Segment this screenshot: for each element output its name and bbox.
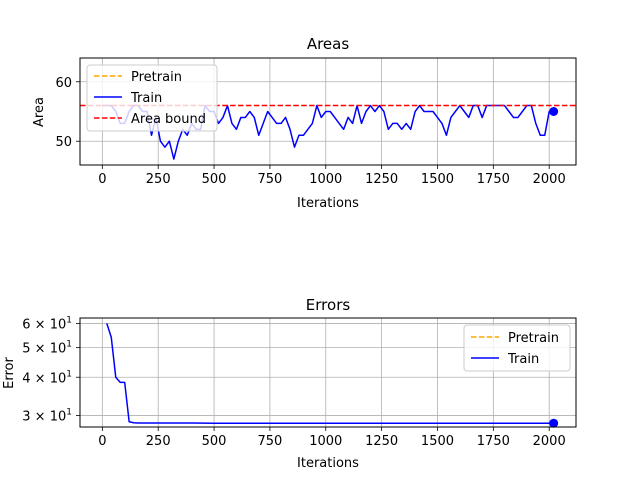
areas-x-tick-label: 1000: [309, 172, 342, 187]
errors-y-tick-label: 6 × 101: [22, 315, 72, 332]
errors-grid: [80, 318, 576, 427]
errors-x-tick-label: 500: [202, 434, 227, 449]
errors-ticks: 0 250 500 750 1000 1250 1500 1750 2000 3 × 101 4 ×…: [22, 315, 565, 449]
areas-title: Areas: [307, 35, 350, 53]
areas-x-tick-label: 500: [202, 172, 227, 187]
errors-legend: Pretrain Train: [463, 324, 571, 372]
errors-y-tick-label: 4 × 101: [22, 369, 72, 386]
areas-legend: Pretrain Train Area bound: [86, 64, 218, 132]
areas-end-marker: [549, 107, 559, 116]
errors-x-tick-label: 250: [146, 434, 171, 449]
areas-legend-bound-label: Area bound: [131, 112, 206, 127]
errors-y-tick-label: 3 × 101: [22, 407, 72, 424]
areas-train-line: [102, 104, 554, 160]
areas-x-tick-label: 1750: [477, 172, 510, 187]
areas-x-tick-label: 0: [98, 172, 106, 187]
errors-end-marker: [549, 418, 559, 428]
areas-x-tick-label: 2000: [533, 172, 566, 187]
errors-title: Errors: [306, 296, 351, 314]
errors-x-tick-label: 1750: [477, 434, 510, 449]
areas-legend-pretrain-label: Pretrain: [131, 70, 182, 85]
areas-chart: 0 250 500 750 1000 1250 1500 1750 2000 50 60 Areas…: [32, 35, 577, 211]
errors-legend-pretrain-label: Pretrain: [508, 331, 559, 346]
areas-plot-frame: [79, 57, 577, 166]
areas-x-axis-label: Iterations: [297, 196, 359, 211]
errors-plot-frame: [79, 317, 577, 428]
errors-x-tick-label: 2000: [533, 434, 566, 449]
areas-x-tick-label: 1250: [365, 172, 398, 187]
errors-train-line: [106, 323, 554, 424]
areas-x-tick-label: 750: [257, 172, 282, 187]
areas-ticks: 0 250 500 750 1000 1250 1500 1750 2000 50 60: [55, 76, 565, 187]
areas-y-tick-label: 60: [55, 76, 72, 91]
errors-chart: 0 250 500 750 1000 1250 1500 1750 2000 3 × 101 4 ×…: [2, 296, 577, 471]
areas-legend-box: [86, 64, 218, 132]
areas-y-tick-label: 50: [55, 135, 72, 150]
errors-y-tick-label: 5 × 101: [22, 340, 72, 357]
areas-y-axis-label: Area: [32, 97, 47, 127]
errors-x-axis-label: Iterations: [297, 456, 359, 471]
areas-x-tick-label: 1500: [421, 172, 454, 187]
errors-x-tick-label: 0: [98, 434, 106, 449]
areas-x-tick-label: 250: [146, 172, 171, 187]
errors-legend-train-label: Train: [507, 352, 539, 367]
errors-marks: [106, 323, 559, 428]
errors-x-tick-label: 1250: [365, 434, 398, 449]
areas-legend-train-label: Train: [130, 91, 162, 106]
errors-x-tick-label: 750: [257, 434, 282, 449]
errors-y-axis-label: Error: [2, 357, 17, 389]
errors-x-tick-label: 1000: [309, 434, 342, 449]
errors-x-tick-label: 1500: [421, 434, 454, 449]
